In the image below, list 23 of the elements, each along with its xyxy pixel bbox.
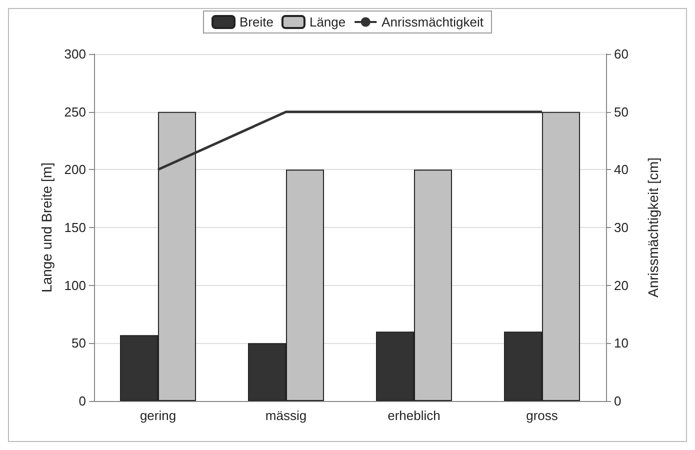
- y2-tick-label: 10: [614, 336, 628, 351]
- y-tick-label: 250: [64, 104, 86, 120]
- y-tick-label: 50: [72, 336, 86, 351]
- y-tick-label: 0: [78, 394, 86, 408]
- y2-tick-label: 60: [614, 46, 628, 62]
- y2-tick-label: 0: [614, 394, 622, 408]
- legend-label: Breite: [240, 14, 274, 30]
- y-tick-label: 200: [64, 162, 86, 178]
- y2-tick-label: 30: [614, 220, 628, 235]
- x-tick-label: gross: [526, 408, 558, 423]
- y2-tick-label: 20: [614, 278, 628, 293]
- y-tick-label: 100: [64, 278, 86, 293]
- legend-label: Länge: [309, 14, 346, 30]
- y2-axis-title: Anrissmächtigkeit [cm]: [645, 157, 661, 298]
- y2-tick-label: 50: [614, 104, 628, 120]
- x-tick-label: erheblich: [388, 408, 440, 423]
- y-tick-label: 150: [64, 220, 86, 235]
- x-tick-label: gering: [140, 408, 176, 423]
- y-tick-label: 300: [64, 46, 86, 62]
- legend-label: Anrissmächtigkeit: [382, 14, 484, 30]
- y2-tick-label: 40: [614, 162, 628, 178]
- y-axis-title: Lange und Breite [m]: [38, 162, 54, 292]
- x-tick-label: mässig: [265, 408, 307, 423]
